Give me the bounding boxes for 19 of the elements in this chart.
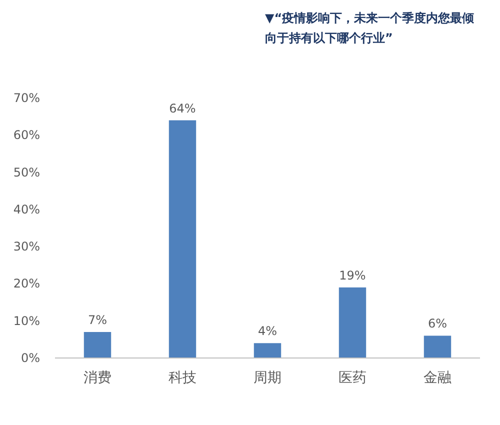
data-label: 7% xyxy=(88,313,108,327)
data-label: 19% xyxy=(339,268,366,282)
y-tick-label: 30% xyxy=(13,240,40,254)
chart-title: ▼“疫情影响下，未来一个季度内您最倾向于持有以下哪个行业” xyxy=(265,10,476,47)
data-label: 64% xyxy=(169,101,196,116)
y-tick-label: 40% xyxy=(13,202,40,216)
y-tick-label: 10% xyxy=(13,314,40,328)
y-tick-label: 50% xyxy=(13,165,40,180)
y-tick-label: 70% xyxy=(13,91,40,105)
x-tick-label: 周期 xyxy=(254,370,282,386)
x-tick-label: 科技 xyxy=(168,370,196,386)
data-label: 6% xyxy=(428,316,448,331)
data-label: 4% xyxy=(258,324,278,338)
y-tick-label: 20% xyxy=(13,276,40,291)
x-tick-label: 医药 xyxy=(338,370,366,386)
x-tick-label: 消费 xyxy=(84,370,112,386)
y-tick-label: 60% xyxy=(13,128,40,142)
y-tick-label: 0% xyxy=(20,351,40,365)
x-tick-label: 金融 xyxy=(424,370,452,386)
